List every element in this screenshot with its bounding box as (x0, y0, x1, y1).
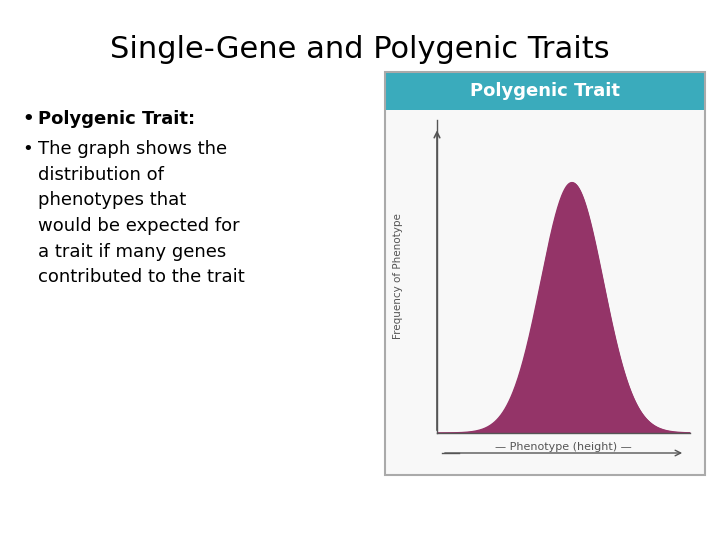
Bar (385, 72, 705, 475)
Text: — Phenotype (height) —: — Phenotype (height) — (495, 442, 632, 452)
Text: Polygenic Trait:: Polygenic Trait: (38, 110, 195, 128)
Text: Polygenic Trait: Polygenic Trait (470, 82, 620, 100)
Text: •: • (22, 140, 32, 158)
Text: Single-Gene and Polygenic Traits: Single-Gene and Polygenic Traits (110, 35, 610, 64)
Text: Frequency of Phenotype: Frequency of Phenotype (393, 213, 403, 340)
Bar (385, 110, 705, 475)
Bar (385, 72, 705, 110)
Text: The graph shows the
distribution of
phenotypes that
would be expected for
a trai: The graph shows the distribution of phen… (38, 140, 245, 287)
Text: •: • (22, 110, 34, 128)
